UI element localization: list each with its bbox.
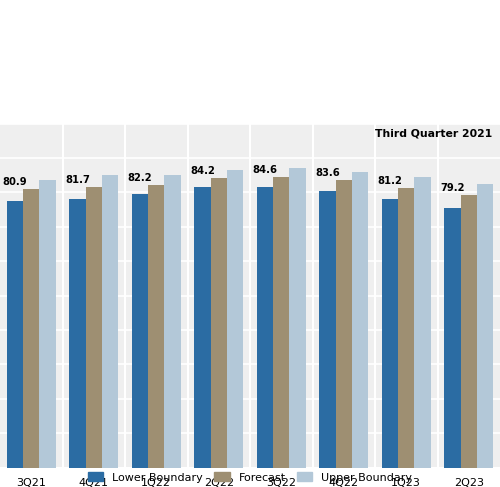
- Bar: [336, 180, 352, 468]
- Bar: [477, 184, 493, 468]
- Bar: [352, 172, 368, 468]
- Text: Third Quarter 2021: Third Quarter 2021: [375, 129, 492, 139]
- Bar: [132, 194, 148, 468]
- Text: U.S. Markets, Quarterly Net Absorption: U.S. Markets, Quarterly Net Absorption: [18, 87, 234, 96]
- Bar: [102, 175, 118, 468]
- Text: 84.6: 84.6: [252, 165, 278, 174]
- Text: 83.6: 83.6: [315, 168, 340, 178]
- Text: 82.2: 82.2: [128, 173, 152, 183]
- Bar: [210, 178, 227, 468]
- Bar: [257, 187, 273, 468]
- Bar: [148, 185, 164, 468]
- Bar: [290, 169, 306, 468]
- Bar: [194, 187, 210, 468]
- Legend: Lower Boundary, Forecast, Upper Boundary: Lower Boundary, Forecast, Upper Boundary: [84, 468, 416, 487]
- Bar: [320, 191, 336, 468]
- Text: The NAIOP Industrial Space Demand Forecast: The NAIOP Industrial Space Demand Foreca…: [18, 30, 395, 45]
- Bar: [414, 177, 430, 468]
- Bar: [86, 187, 102, 468]
- Text: with 70% Confidence Intervals: with 70% Confidence Intervals: [18, 58, 270, 73]
- Bar: [7, 201, 23, 468]
- Bar: [164, 175, 180, 468]
- Bar: [382, 199, 398, 468]
- Bar: [444, 208, 460, 468]
- Bar: [227, 170, 243, 468]
- Text: 81.2: 81.2: [378, 176, 402, 186]
- Bar: [23, 189, 40, 468]
- Bar: [70, 199, 86, 468]
- Bar: [398, 188, 414, 468]
- Text: 81.7: 81.7: [65, 174, 90, 185]
- Bar: [273, 177, 289, 468]
- Bar: [460, 195, 477, 468]
- Text: FIGURE 1: FIGURE 1: [18, 9, 59, 18]
- Bar: [40, 180, 56, 468]
- Text: 79.2: 79.2: [440, 183, 465, 193]
- Text: 80.9: 80.9: [2, 177, 28, 187]
- Text: 84.2: 84.2: [190, 166, 215, 176]
